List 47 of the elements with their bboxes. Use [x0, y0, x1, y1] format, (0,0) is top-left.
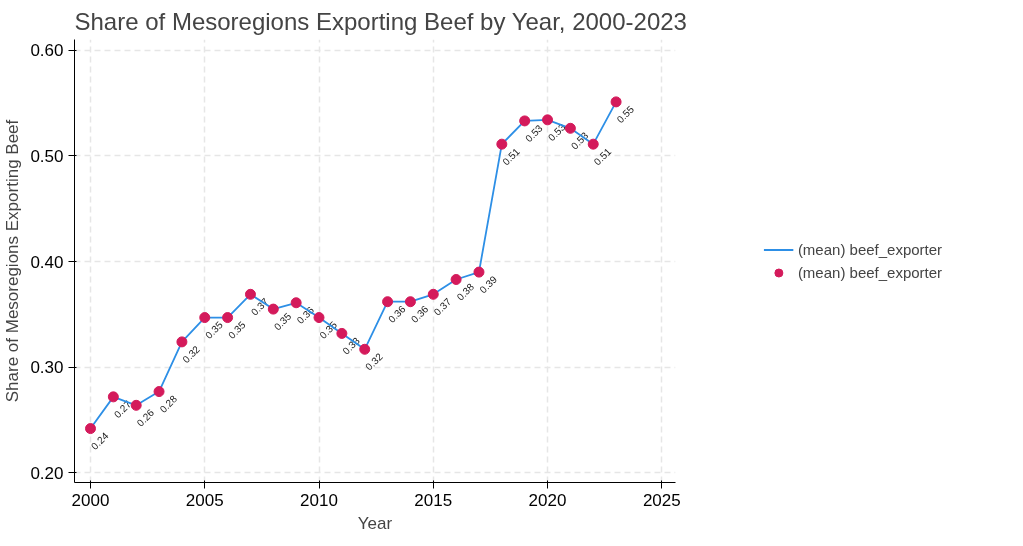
y-tick-label: 0.30	[30, 358, 64, 378]
point	[496, 138, 508, 150]
point	[473, 266, 485, 278]
y-tick-label: 0.40	[30, 252, 64, 272]
data-label: 0.33	[340, 334, 363, 357]
point	[130, 399, 142, 411]
y-axis-title: Share of Mesoregions Exporting Beef	[3, 119, 23, 403]
x-axis-title: Year	[357, 513, 393, 533]
point	[244, 288, 256, 300]
data-label: 0.35	[271, 310, 294, 333]
legend-label: (mean) beef_exporter	[797, 263, 943, 281]
x-tick-label: 2015	[414, 490, 453, 510]
point	[610, 96, 622, 108]
x-tick-label: 2005	[185, 490, 224, 510]
data-label: 0.38	[454, 280, 477, 303]
point	[176, 336, 188, 348]
x-tick-label: 2025	[642, 490, 681, 510]
data-label: 0.53	[545, 121, 568, 144]
data-label: 0.51	[500, 145, 523, 168]
x-tick-label: 2000	[71, 490, 110, 510]
y-tick-label: 0.50	[30, 146, 64, 166]
y-tick-label: 0.60	[30, 41, 64, 61]
data-label: 0.53	[523, 122, 545, 145]
point	[290, 297, 302, 309]
data-label: 0.55	[614, 103, 637, 126]
x-tick-label: 2020	[528, 490, 567, 510]
data-label: 0.37	[431, 295, 454, 318]
data-label: 0.36	[386, 303, 408, 325]
point	[427, 288, 439, 300]
point	[404, 296, 416, 308]
data-label: 0.32	[180, 343, 203, 366]
legend-label: (mean) beef_exporter	[797, 240, 943, 258]
data-label: 0.32	[363, 350, 386, 373]
y-tick-label: 0.20	[30, 463, 64, 483]
point	[542, 114, 554, 126]
point	[267, 303, 279, 315]
point	[382, 296, 394, 308]
data-label: 0.36	[294, 304, 317, 327]
point	[450, 274, 462, 285]
chart-title: Share of Mesoregions Exporting Beef by Year, 2000-2023	[74, 7, 687, 35]
data-label: 0.51	[591, 145, 614, 168]
data-label: 0.37	[248, 295, 271, 318]
data-label: 0.36	[408, 303, 431, 325]
data-label: 0.26	[134, 406, 157, 429]
x-tick-label: 2010	[300, 490, 338, 510]
data-label: 0.39	[477, 273, 500, 296]
point	[519, 115, 531, 127]
